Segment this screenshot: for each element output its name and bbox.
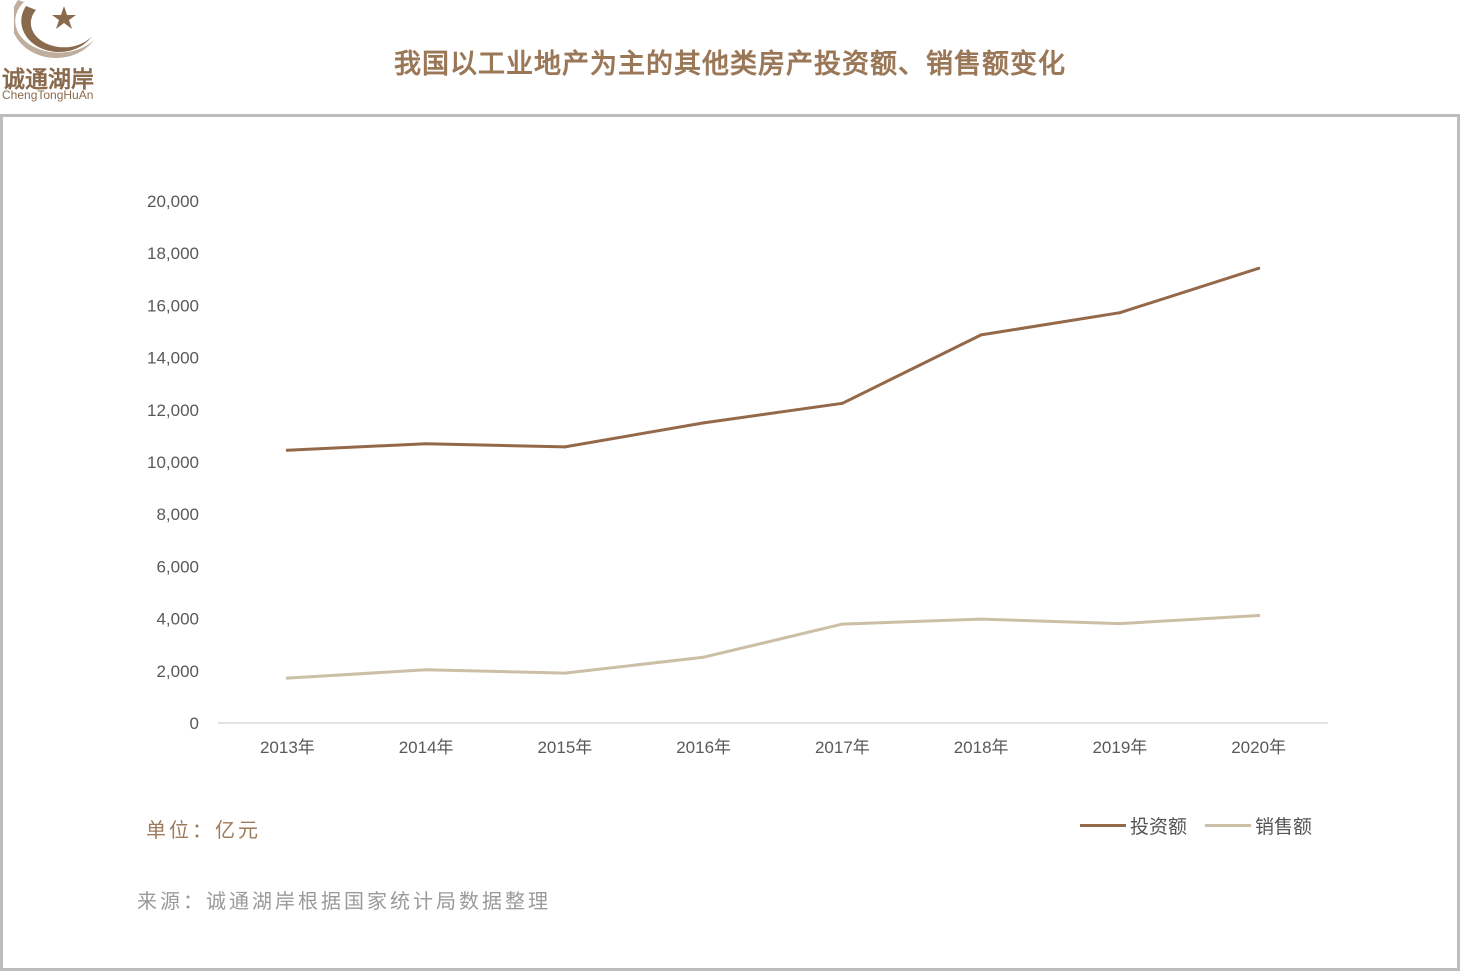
data-point: [1257, 613, 1261, 617]
legend-label-investment: 投资额: [1130, 816, 1188, 838]
data-point: [563, 671, 567, 675]
y-tick-label: 8,000: [156, 505, 199, 524]
legend-swatch-sales: [1205, 824, 1252, 827]
page-title: 我国以工业地产为主的其他类房产投资额、销售额变化: [394, 49, 1066, 80]
x-tick-label: 2014年: [399, 738, 454, 757]
data-point: [285, 676, 289, 680]
data-point: [1118, 622, 1122, 626]
data-point: [840, 622, 844, 626]
data-point: [563, 445, 567, 449]
x-axis: 2013年 2014年 2015年 2016年 2017年 2018年 2019年 2020年: [260, 738, 1286, 757]
y-tick-label: 18,000: [147, 244, 199, 263]
data-point: [702, 421, 706, 425]
legend-item-sales: 销售额: [1205, 812, 1312, 839]
y-tick-label: 14,000: [147, 349, 199, 368]
x-tick-label: 2018年: [954, 738, 1009, 757]
x-tick-label: 2019年: [1092, 738, 1147, 757]
chart-legend: 投资额 销售额: [1080, 812, 1330, 839]
x-tick-label: 2013年: [260, 738, 315, 757]
legend-item-investment: 投资额: [1080, 812, 1187, 839]
y-tick-label: 2,000: [156, 662, 199, 681]
x-tick-label: 2015年: [537, 738, 592, 757]
series-line-0: [285, 266, 1261, 452]
data-point: [1118, 311, 1122, 315]
data-point: [702, 655, 706, 659]
y-tick-label: 6,000: [156, 557, 199, 576]
legend-label-sales: 销售额: [1255, 816, 1313, 838]
brand-name-cn: 诚通湖岸: [2, 67, 94, 93]
y-axis: 0 2,000 4,000 6,000 8,000 10,000 12,000 14,000 1…: [147, 192, 199, 733]
y-tick-label: 16,000: [147, 296, 199, 315]
data-point: [424, 668, 428, 672]
y-tick-label: 20,000: [147, 192, 199, 211]
data-point: [979, 333, 983, 337]
chart-frame: [0, 114, 1460, 971]
y-tick-label: 4,000: [156, 610, 199, 629]
x-tick-label: 2020年: [1231, 738, 1286, 757]
y-tick-label: 0: [190, 714, 199, 733]
y-tick-label: 10,000: [147, 453, 199, 472]
data-point: [424, 442, 428, 446]
crescent-star-icon: [14, 0, 94, 58]
unit-note: 单位：亿元: [146, 818, 261, 842]
brand-name-en: ChengTongHuAn: [2, 88, 94, 102]
data-point: [840, 401, 844, 405]
source-note: 来源：诚通湖岸根据国家统计局数据整理: [137, 889, 551, 913]
series-layer: [285, 266, 1261, 680]
data-point: [979, 617, 983, 621]
y-tick-label: 12,000: [147, 401, 199, 420]
brand-logo: 诚通湖岸 ChengTongHuAn: [0, 0, 130, 108]
x-tick-label: 2017年: [815, 738, 870, 757]
series-line-1: [285, 614, 1261, 680]
data-point: [285, 448, 289, 452]
x-tick-label: 2016年: [676, 738, 731, 757]
legend-swatch-investment: [1080, 824, 1126, 827]
data-point: [1257, 266, 1261, 270]
